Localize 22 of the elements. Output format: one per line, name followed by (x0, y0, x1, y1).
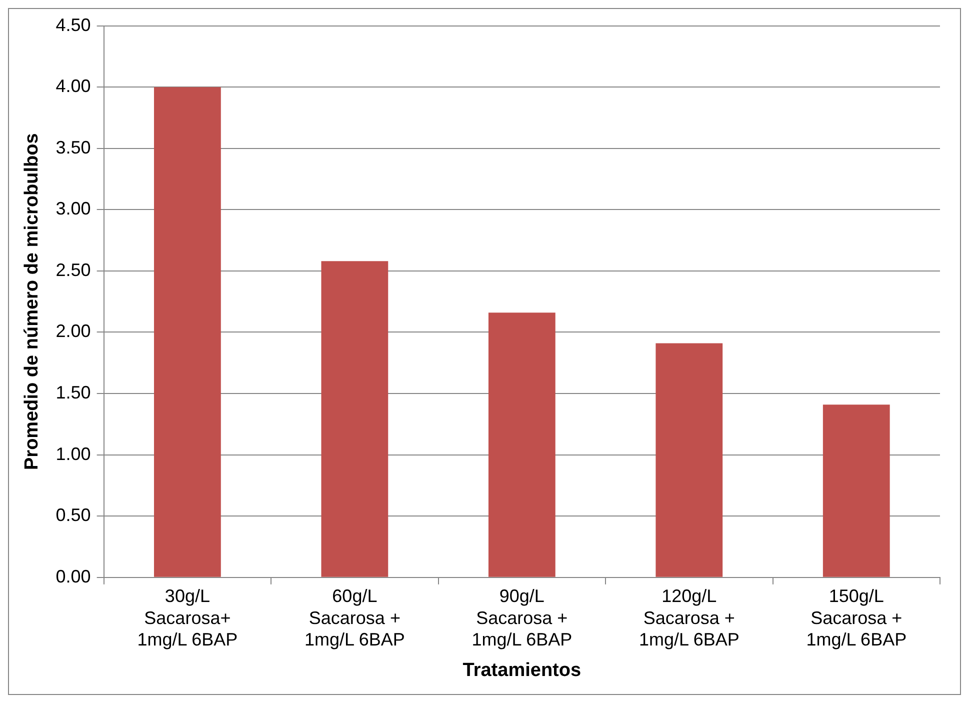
bar (822, 404, 890, 577)
y-tick-label: 4.00 (56, 76, 91, 96)
y-axis-title: Promedio de número de microbulbos (22, 133, 43, 470)
bar (154, 87, 221, 577)
y-tick-label: 1.50 (56, 382, 91, 402)
x-axis-title: Tratamientos (462, 660, 582, 681)
x-tick-label: 150g/L Sacarosa + 1mg/L 6BAP (806, 586, 907, 650)
y-tick-label: 0.00 (56, 566, 91, 586)
y-tick-label: 3.50 (56, 137, 91, 158)
y-tick-label: 2.50 (56, 260, 91, 280)
x-tick-label: 90g/L Sacarosa + 1mg/L 6BAP (472, 586, 572, 650)
x-tick-label: 60g/L Sacarosa + 1mg/L 6BAP (304, 586, 405, 650)
x-tick-label: 30g/L Sacarosa+ 1mg/L 6BAP (137, 586, 238, 650)
x-tick-label: 120g/L Sacarosa + 1mg/L 6BAP (638, 586, 740, 650)
y-tick-label: 4.50 (56, 14, 91, 35)
y-tick-label: 2.00 (56, 321, 91, 342)
y-tick-label: 1.00 (56, 444, 91, 464)
bar (656, 343, 723, 577)
y-tick-label: 0.50 (56, 505, 91, 526)
y-tick-label: 3.00 (56, 198, 91, 219)
bar (488, 312, 556, 577)
bar (321, 261, 388, 577)
